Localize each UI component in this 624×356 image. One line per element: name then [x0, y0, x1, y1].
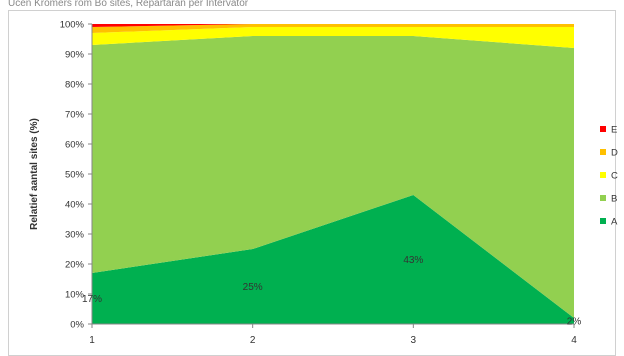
y-tick-label: 70%: [65, 110, 85, 121]
x-tick-label: 1: [89, 335, 95, 346]
legend: E D C B A: [600, 125, 618, 228]
area-series-c: [92, 27, 574, 48]
chart-caption: Ucen Kromers rom Bo sites, Repartaran pe…: [8, 0, 249, 9]
area-series-e: [92, 24, 574, 27]
data-label: 25%: [243, 282, 263, 293]
y-tick-label: 100%: [60, 20, 85, 31]
legend-label-c: C: [611, 171, 618, 182]
y-tick-label: 60%: [65, 140, 85, 151]
areas-layer: [92, 24, 574, 324]
area-series-b: [92, 36, 574, 318]
y-tick-label: 40%: [65, 200, 85, 211]
legend-swatch-d: [600, 149, 606, 155]
legend-label-b: B: [611, 194, 617, 205]
legend-label-a: A: [611, 217, 618, 228]
x-tick-label: 4: [571, 335, 577, 346]
data-label: 43%: [403, 255, 423, 266]
legend-swatch-e: [600, 126, 606, 132]
y-tick-label: 80%: [65, 80, 85, 91]
y-tick-label: 30%: [65, 230, 85, 241]
data-label: 2%: [567, 317, 582, 328]
y-tick-label: 90%: [65, 50, 85, 61]
data-labels-layer: 17% 25% 43% 2%: [82, 255, 581, 328]
axes-layer: 0% 10% 20% 30% 40% 50% 60% 70% 80% 90% 100% 1 2 3 4 Rel…: [29, 20, 577, 347]
y-axis-title: Relatief aantal sites (%): [29, 118, 40, 230]
legend-swatch-a: [600, 218, 606, 224]
x-tick-label: 2: [250, 335, 256, 346]
legend-swatch-c: [600, 172, 606, 178]
legend-swatch-b: [600, 195, 606, 201]
data-label: 17%: [82, 294, 102, 305]
area-series-d: [92, 24, 574, 33]
legend-label-d: D: [611, 148, 618, 159]
area-series-a: [92, 195, 574, 324]
y-tick-label: 0%: [70, 320, 84, 331]
y-tick-label: 20%: [65, 260, 85, 271]
x-tick-label: 3: [411, 335, 417, 346]
y-tick-label: 50%: [65, 170, 85, 181]
legend-label-e: E: [611, 125, 617, 136]
y-tick-label: 10%: [65, 290, 85, 301]
